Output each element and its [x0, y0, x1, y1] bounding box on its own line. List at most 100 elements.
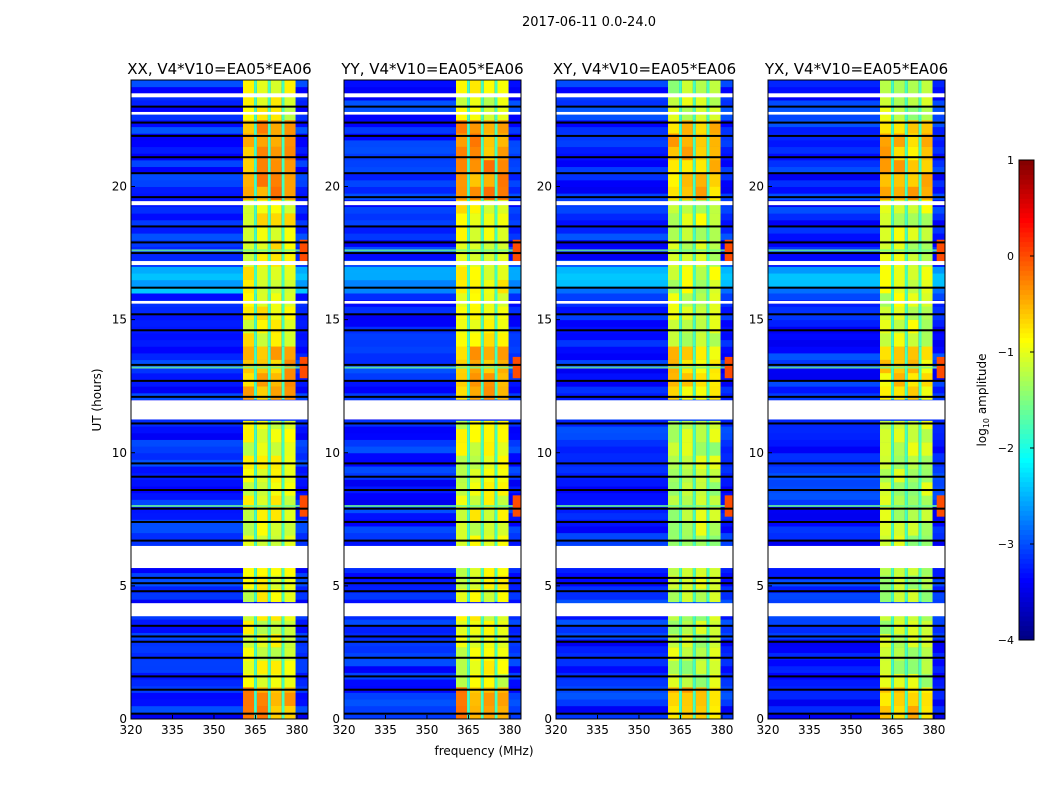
y-tick-label: 20	[749, 180, 764, 194]
colorbar-cell	[1019, 184, 1034, 190]
heatmap-cell-subband	[469, 293, 481, 307]
heatmap-cell-background	[131, 186, 308, 194]
data-gap-line	[131, 329, 308, 332]
colorbar-tick-label: −3	[998, 538, 1014, 551]
heatmap-cell-subband	[270, 133, 282, 147]
heatmap-cell-subband	[921, 359, 933, 374]
heatmap-cell-subband	[483, 159, 495, 174]
data-gap-line	[768, 225, 945, 228]
heatmap	[344, 80, 521, 719]
heatmap-cell-background	[131, 339, 308, 347]
heatmap-cell-subband	[921, 588, 933, 603]
heatmap-cell-subband	[893, 293, 905, 307]
heatmap-cell-background	[556, 625, 733, 633]
heatmap-cell-subband	[456, 80, 468, 94]
data-gap-line	[131, 156, 308, 159]
heatmap-cell-subband	[681, 80, 693, 94]
heatmap-cell-background	[556, 346, 733, 354]
heatmap-cell-background	[131, 99, 308, 108]
heatmap-cell-background	[344, 126, 521, 134]
heatmap-cell-background	[768, 512, 945, 520]
heatmap-cell-subband	[456, 588, 468, 603]
colorbar-cell	[1019, 428, 1034, 435]
heatmap-cell-subband	[668, 692, 680, 706]
heatmap-cell-subband	[921, 420, 933, 430]
heatmap-cell-subband	[907, 660, 919, 675]
heatmap-cell-subband	[880, 455, 892, 470]
heatmap-cell-background	[344, 332, 521, 341]
heatmap-cell-subband	[256, 420, 268, 430]
heatmap-cell-subband	[880, 620, 892, 635]
x-tick-label: 380	[922, 723, 945, 737]
heatmap-cell-subband-gap	[480, 199, 484, 347]
heatmap-cell-subband	[695, 119, 707, 134]
data-gap-line	[344, 329, 521, 332]
rfi-line	[131, 249, 308, 252]
heatmap-cell-background	[344, 619, 521, 627]
heatmap-cell-subband	[921, 199, 933, 214]
heatmap-cell-background	[344, 692, 521, 700]
heatmap-cell-subband	[709, 420, 721, 430]
heatmap-cell-subband	[256, 428, 268, 443]
heatmap-cell-subband	[483, 428, 495, 443]
flagged-region	[556, 111, 733, 115]
data-gap-line	[131, 688, 308, 691]
heatmap-cell-background	[768, 266, 945, 274]
heatmap-cell-subband	[469, 133, 481, 147]
heatmap-cell-subband	[880, 293, 892, 307]
heatmap-cell-subband	[907, 575, 919, 589]
heatmap-cell-subband	[921, 561, 933, 576]
data-gap-line	[768, 640, 945, 643]
heatmap-cell-background	[131, 446, 308, 454]
flagged-region	[344, 111, 521, 115]
colorbar-cell	[1019, 433, 1034, 439]
heatmap-cell-background	[556, 572, 733, 580]
suptitle: 2017-06-11 0.0-24.0	[522, 15, 656, 30]
heatmap-cell-subband	[483, 420, 495, 430]
heatmap-cell-subband	[880, 428, 892, 443]
heatmap-cell-subband	[270, 80, 282, 94]
heatmap-cell-subband	[284, 455, 296, 470]
heatmap-cell-subband	[284, 468, 296, 483]
x-tick-label: 320	[120, 723, 143, 737]
heatmap-cell-subband	[483, 633, 495, 648]
heatmap-cell-background	[768, 106, 945, 114]
heatmap-cell-subband	[256, 647, 268, 661]
rfi-edge	[936, 239, 945, 262]
data-gap-line	[131, 196, 308, 199]
heatmap-cell-background	[556, 139, 733, 148]
heatmap-cell-background	[768, 645, 945, 653]
heatmap-cell-subband	[893, 173, 905, 187]
heatmap-cell-subband	[921, 468, 933, 483]
heatmap-cell-subband	[893, 93, 905, 107]
heatmap-cell-subband	[497, 266, 509, 280]
heatmap-cell-subband	[709, 660, 721, 675]
x-tick-label: 350	[628, 723, 651, 737]
y-tick-label: 5	[332, 579, 340, 593]
data-gap-line	[344, 134, 521, 137]
heatmap-cell-background	[556, 226, 733, 234]
heatmap-cell-subband	[469, 428, 481, 443]
heatmap-cell-subband	[893, 133, 905, 147]
rfi-edge	[299, 495, 308, 517]
colorbar-cell	[1019, 251, 1034, 257]
data-gap-line	[131, 582, 308, 585]
heatmap-cell-subband	[668, 620, 680, 635]
heatmap-cell-subband	[681, 588, 693, 603]
heatmap-cell-subband	[284, 508, 296, 523]
colorbar-cell	[1019, 404, 1034, 411]
data-gap-line	[768, 286, 945, 289]
heatmap-cell-subband	[483, 359, 495, 374]
flagged-region	[344, 201, 521, 206]
heatmap-cell-subband	[921, 535, 933, 549]
heatmap-cell-subband	[270, 186, 282, 201]
heatmap-cell-subband	[497, 293, 509, 307]
heatmap-cell-subband-gap	[494, 420, 498, 602]
heatmap-cell-background	[768, 599, 945, 607]
heatmap-cell-background	[768, 113, 945, 121]
heatmap-cell-subband	[880, 420, 892, 430]
heatmap-cell-subband	[469, 575, 481, 589]
heatmap-cell-subband	[256, 495, 268, 509]
heatmap-cell-subband	[256, 612, 268, 621]
heatmap-cell-subband	[668, 279, 680, 294]
